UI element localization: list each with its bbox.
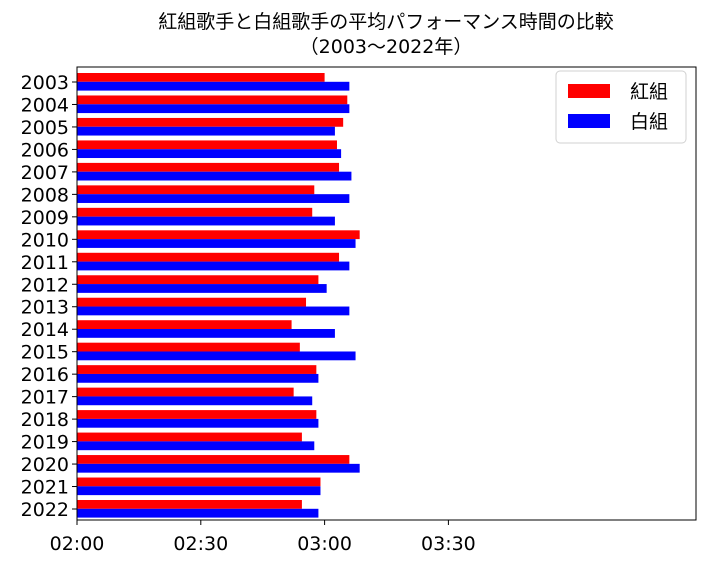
bar-red-2009	[77, 207, 313, 217]
bar-red-2015	[77, 342, 300, 352]
y-tick-label: 2022	[21, 499, 69, 521]
bar-white-2004	[77, 104, 350, 114]
x-tick-label: 03:30	[421, 533, 476, 555]
y-tick-label: 2008	[21, 184, 69, 206]
plot-area: 2003200420052006200720082009201020112012…	[21, 66, 697, 555]
bar-white-2018	[77, 418, 319, 428]
bar-white-2019	[77, 441, 315, 451]
y-tick-label: 2013	[21, 297, 69, 319]
y-tick-label: 2017	[21, 387, 69, 409]
bar-white-2021	[77, 486, 321, 496]
bar-red-2004	[77, 95, 348, 105]
bar-red-2005	[77, 117, 344, 127]
y-tick-label: 2020	[21, 454, 69, 476]
y-tick-label: 2009	[21, 207, 69, 229]
bar-red-2012	[77, 275, 319, 285]
x-tick-label: 02:30	[173, 533, 228, 555]
bar-white-2011	[77, 261, 350, 271]
bar-red-2013	[77, 297, 307, 307]
bar-white-2010	[77, 239, 356, 248]
bar-white-2003	[77, 81, 350, 91]
bar-red-2017	[77, 387, 294, 397]
y-tick-label: 2014	[21, 319, 69, 341]
x-tick-label: 03:00	[297, 533, 352, 555]
y-tick-label: 2007	[21, 162, 69, 184]
bar-red-2020	[77, 455, 350, 464]
bar-white-2014	[77, 329, 335, 338]
bar-white-2007	[77, 171, 352, 181]
bar-white-2016	[77, 373, 319, 383]
bar-red-2018	[77, 410, 317, 419]
bar-white-2009	[77, 216, 335, 226]
y-tick-label: 2018	[21, 409, 69, 431]
bar-red-2008	[77, 185, 315, 195]
bar-red-2014	[77, 320, 292, 330]
y-tick-label: 2021	[21, 477, 69, 499]
bar-red-2022	[77, 500, 302, 509]
y-tick-label: 2004	[21, 94, 69, 116]
bar-white-2015	[77, 351, 356, 361]
bar-red-2003	[77, 73, 325, 82]
bar-red-2007	[77, 162, 340, 172]
plot-frame	[76, 66, 697, 521]
legend-label: 紅組	[630, 81, 668, 103]
y-tick-label: 2005	[21, 117, 69, 139]
y-tick-label: 2011	[21, 252, 69, 274]
legend-swatch	[568, 84, 610, 98]
y-tick-label: 2019	[21, 432, 69, 454]
bar-red-2011	[77, 252, 340, 262]
legend-swatch	[568, 114, 610, 128]
y-tick-label: 2012	[21, 274, 69, 296]
x-tick-label: 02:00	[50, 533, 105, 555]
chart-title-line-2: （2003〜2022年）	[300, 36, 473, 58]
y-tick-label: 2006	[21, 139, 69, 161]
bar-white-2013	[77, 306, 350, 316]
chart-title-line-1: 紅組歌手と白組歌手の平均パフォーマンス時間の比較	[158, 11, 614, 33]
bar-red-2021	[77, 477, 321, 487]
y-tick-label: 2016	[21, 364, 69, 386]
y-tick-label: 2015	[21, 342, 69, 364]
bar-red-2006	[77, 140, 337, 150]
bar-red-2019	[77, 432, 302, 442]
bar-white-2020	[77, 463, 360, 473]
bar-white-2005	[77, 126, 335, 136]
bar-white-2022	[77, 508, 319, 518]
bar-white-2006	[77, 149, 342, 159]
bar-white-2008	[77, 194, 350, 203]
bar-red-2010	[77, 230, 360, 240]
y-tick-label: 2003	[21, 72, 69, 94]
legend-label: 白組	[630, 111, 668, 133]
bar-white-2017	[77, 396, 313, 406]
bar-red-2016	[77, 365, 317, 374]
y-tick-label: 2010	[21, 229, 69, 251]
bar-white-2012	[77, 284, 327, 293]
